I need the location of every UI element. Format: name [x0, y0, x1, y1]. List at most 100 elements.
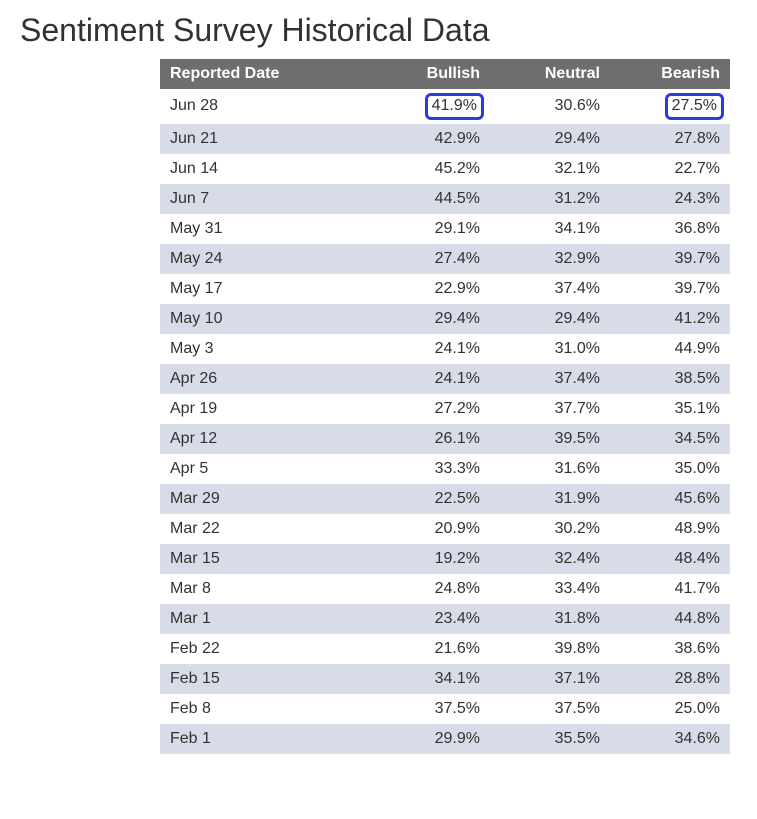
- cell-neutral: 37.4%: [490, 364, 610, 394]
- cell-bullish: 42.9%: [370, 124, 490, 154]
- page-title: Sentiment Survey Historical Data: [20, 12, 737, 49]
- table-row: Apr 1226.1%39.5%34.5%: [160, 424, 730, 454]
- cell-bearish: 27.8%: [610, 124, 730, 154]
- cell-date: Apr 5: [160, 454, 370, 484]
- cell-bearish: 45.6%: [610, 484, 730, 514]
- cell-date: Jun 14: [160, 154, 370, 184]
- cell-bullish: 22.9%: [370, 274, 490, 304]
- cell-bearish: 39.7%: [610, 274, 730, 304]
- cell-date: Mar 22: [160, 514, 370, 544]
- cell-bearish: 39.7%: [610, 244, 730, 274]
- cell-neutral: 37.1%: [490, 664, 610, 694]
- cell-bullish: 34.1%: [370, 664, 490, 694]
- cell-bearish: 35.1%: [610, 394, 730, 424]
- cell-bearish: 25.0%: [610, 694, 730, 724]
- cell-bullish: 19.2%: [370, 544, 490, 574]
- cell-bearish: 22.7%: [610, 154, 730, 184]
- cell-neutral: 37.4%: [490, 274, 610, 304]
- cell-bearish: 44.8%: [610, 604, 730, 634]
- cell-bullish: 23.4%: [370, 604, 490, 634]
- cell-neutral: 32.9%: [490, 244, 610, 274]
- cell-date: Apr 19: [160, 394, 370, 424]
- col-header-bullish: Bullish: [370, 59, 490, 89]
- table-row: Mar 824.8%33.4%41.7%: [160, 574, 730, 604]
- cell-neutral: 31.6%: [490, 454, 610, 484]
- table-row: May 1029.4%29.4%41.2%: [160, 304, 730, 334]
- sentiment-table: Reported Date Bullish Neutral Bearish Ju…: [160, 59, 730, 754]
- cell-bullish: 29.1%: [370, 214, 490, 244]
- col-header-date: Reported Date: [160, 59, 370, 89]
- table-row: Jun 1445.2%32.1%22.7%: [160, 154, 730, 184]
- cell-date: Mar 1: [160, 604, 370, 634]
- cell-bullish: 21.6%: [370, 634, 490, 664]
- cell-date: Apr 26: [160, 364, 370, 394]
- cell-neutral: 30.2%: [490, 514, 610, 544]
- cell-neutral: 35.5%: [490, 724, 610, 754]
- cell-neutral: 37.7%: [490, 394, 610, 424]
- cell-bearish: 27.5%: [610, 89, 730, 124]
- cell-bearish: 28.8%: [610, 664, 730, 694]
- table-row: Feb 837.5%37.5%25.0%: [160, 694, 730, 724]
- table-row: Mar 2922.5%31.9%45.6%: [160, 484, 730, 514]
- cell-neutral: 34.1%: [490, 214, 610, 244]
- table-row: Feb 1534.1%37.1%28.8%: [160, 664, 730, 694]
- cell-bullish: 27.4%: [370, 244, 490, 274]
- cell-date: May 31: [160, 214, 370, 244]
- cell-date: May 24: [160, 244, 370, 274]
- cell-neutral: 32.1%: [490, 154, 610, 184]
- cell-date: May 17: [160, 274, 370, 304]
- cell-neutral: 30.6%: [490, 89, 610, 124]
- cell-date: Jun 28: [160, 89, 370, 124]
- table-row: Jun 744.5%31.2%24.3%: [160, 184, 730, 214]
- cell-bullish: 37.5%: [370, 694, 490, 724]
- cell-bearish: 24.3%: [610, 184, 730, 214]
- table-row: Mar 1519.2%32.4%48.4%: [160, 544, 730, 574]
- cell-neutral: 31.8%: [490, 604, 610, 634]
- cell-bullish: 44.5%: [370, 184, 490, 214]
- cell-bullish: 27.2%: [370, 394, 490, 424]
- cell-neutral: 31.9%: [490, 484, 610, 514]
- cell-neutral: 31.0%: [490, 334, 610, 364]
- cell-bearish: 38.6%: [610, 634, 730, 664]
- cell-bullish: 45.2%: [370, 154, 490, 184]
- cell-bullish: 24.1%: [370, 334, 490, 364]
- cell-date: Jun 7: [160, 184, 370, 214]
- table-row: Mar 123.4%31.8%44.8%: [160, 604, 730, 634]
- cell-bearish: 36.8%: [610, 214, 730, 244]
- table-row: May 3129.1%34.1%36.8%: [160, 214, 730, 244]
- col-header-bearish: Bearish: [610, 59, 730, 89]
- table-row: May 2427.4%32.9%39.7%: [160, 244, 730, 274]
- cell-date: Feb 15: [160, 664, 370, 694]
- table-row: Jun 28 41.9%30.6% 27.5%: [160, 89, 730, 124]
- highlight-box: 41.9%: [425, 93, 484, 120]
- cell-neutral: 32.4%: [490, 544, 610, 574]
- cell-date: Mar 8: [160, 574, 370, 604]
- table-row: May 1722.9%37.4%39.7%: [160, 274, 730, 304]
- table-row: Apr 1927.2%37.7%35.1%: [160, 394, 730, 424]
- cell-neutral: 37.5%: [490, 694, 610, 724]
- cell-date: May 3: [160, 334, 370, 364]
- table-row: Feb 129.9%35.5%34.6%: [160, 724, 730, 754]
- cell-bearish: 44.9%: [610, 334, 730, 364]
- cell-bearish: 41.7%: [610, 574, 730, 604]
- data-table-container: Reported Date Bullish Neutral Bearish Ju…: [160, 59, 730, 754]
- cell-bullish: 20.9%: [370, 514, 490, 544]
- cell-date: Feb 1: [160, 724, 370, 754]
- cell-neutral: 39.5%: [490, 424, 610, 454]
- table-body: Jun 2841.9%30.6%27.5%Jun 2142.9%29.4%27.…: [160, 89, 730, 754]
- cell-bullish: 24.8%: [370, 574, 490, 604]
- cell-date: Feb 22: [160, 634, 370, 664]
- cell-bearish: 48.4%: [610, 544, 730, 574]
- table-row: May 324.1%31.0%44.9%: [160, 334, 730, 364]
- table-row: Apr 533.3%31.6%35.0%: [160, 454, 730, 484]
- cell-date: Apr 12: [160, 424, 370, 454]
- cell-bullish: 26.1%: [370, 424, 490, 454]
- cell-date: Feb 8: [160, 694, 370, 724]
- table-row: Mar 2220.9%30.2%48.9%: [160, 514, 730, 544]
- highlight-box: 27.5%: [665, 93, 724, 120]
- header-row: Reported Date Bullish Neutral Bearish: [160, 59, 730, 89]
- cell-bullish: 22.5%: [370, 484, 490, 514]
- cell-bearish: 35.0%: [610, 454, 730, 484]
- cell-date: Jun 21: [160, 124, 370, 154]
- cell-bullish: 41.9%: [370, 89, 490, 124]
